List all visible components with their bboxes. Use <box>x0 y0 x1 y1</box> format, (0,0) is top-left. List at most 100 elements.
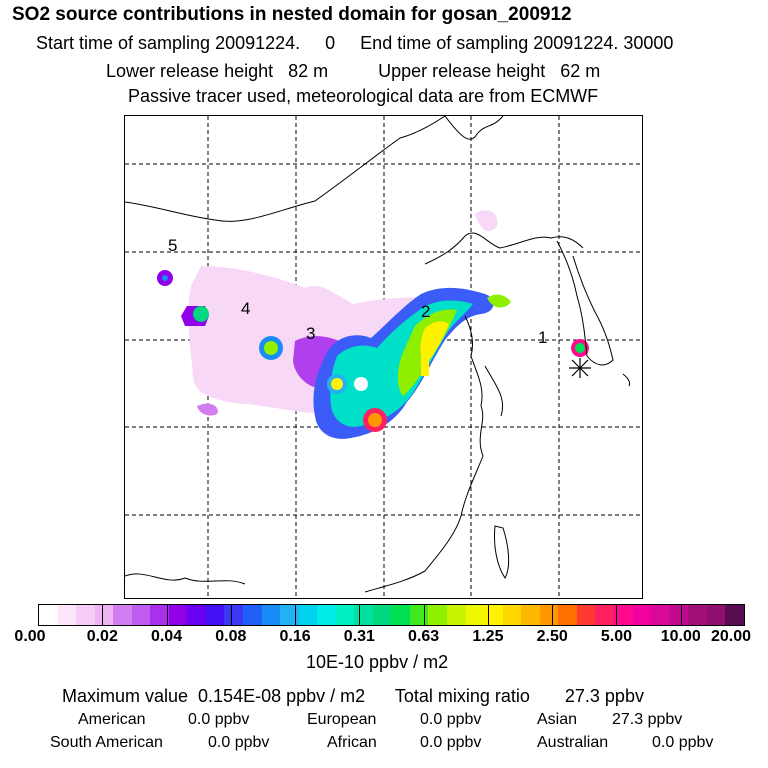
colorbar-segment <box>632 605 652 625</box>
hotspot-d <box>193 306 209 322</box>
tracer-info-line: Passive tracer used, meteorological data… <box>128 86 599 106</box>
maximum-value-line: Maximum value 0.154E-08 ppbv / m2 Total … <box>62 686 644 706</box>
colorbar-segment <box>224 605 244 625</box>
coast-japan-islet <box>622 373 631 387</box>
colorbar-segment <box>131 605 151 625</box>
region-asian-value: 27.3 ppbv <box>612 711 683 728</box>
hotspot-c <box>264 341 278 355</box>
colorbar-tick-label: 10.00 <box>660 628 701 645</box>
colorbar-segment <box>280 605 299 625</box>
colorbar-divider <box>359 604 361 626</box>
map-panel: 5 4 3 2 1 <box>124 115 643 599</box>
hotspot-e-core <box>162 275 168 281</box>
region-south-american-value: 0.0 ppbv <box>208 734 270 751</box>
colorbar-segment <box>558 605 577 625</box>
region-australian-value: 0.0 ppbv <box>652 734 714 751</box>
plume-faint-north <box>475 210 498 232</box>
colorbar-segment <box>261 605 281 625</box>
colorbar-divider <box>487 604 489 626</box>
region-label-1: 1 <box>538 328 547 347</box>
coast-korea <box>556 240 614 366</box>
colorbar-tick-label: 0.08 <box>215 628 247 645</box>
hotspot-a <box>331 378 343 390</box>
plume-yellow-strip <box>421 356 429 376</box>
colorbar-segment <box>243 605 262 625</box>
coast-taiwan <box>494 525 510 579</box>
colorbar-segment <box>39 605 58 625</box>
colorbar-segment <box>465 605 485 625</box>
colorbar-divider <box>102 604 104 626</box>
region-asian-label: Asian <box>537 711 578 728</box>
colorbar-segment <box>187 605 206 625</box>
chart-title: SO2 source contributions in nested domai… <box>12 4 572 25</box>
colorbar-segment <box>205 605 225 625</box>
border-line-ne <box>444 116 504 140</box>
colorbar-segment <box>76 605 95 625</box>
colorbar-tick-label: 0.04 <box>150 628 183 645</box>
colorbar-segment <box>298 605 318 625</box>
colorbar-segment <box>168 605 188 625</box>
colorbar-segment <box>706 605 726 625</box>
colorbar-segment <box>688 605 707 625</box>
coast-south <box>125 573 246 585</box>
region-south-american-label: South American <box>50 734 163 751</box>
border-line-north <box>125 116 446 222</box>
plume-yellow-band <box>420 321 449 366</box>
hotspot-gap <box>354 377 368 391</box>
colorbar-divider <box>616 604 618 626</box>
region-african-label: African <box>327 734 377 751</box>
colorbar-divider <box>680 604 682 626</box>
region-european-value: 0.0 ppbv <box>420 711 482 728</box>
colorbar-segment <box>502 605 522 625</box>
colorbar-ticks: 0.00 0.02 0.04 0.08 0.16 0.31 0.63 1.25 2.50 5.00… <box>0 628 768 650</box>
hotspot-b <box>368 413 382 427</box>
colorbar-segment <box>391 605 410 625</box>
colorbar-divider <box>230 604 232 626</box>
colorbar-segment <box>409 605 429 625</box>
colorbar-segment <box>317 605 336 625</box>
colorbar-segment <box>576 605 596 625</box>
colorbar-segment <box>725 605 744 625</box>
colorbar-unit-label: 10E-10 ppbv / m2 <box>306 652 449 672</box>
colorbar-segment <box>651 605 670 625</box>
colorbar-divider <box>423 604 425 626</box>
colorbar-segment <box>613 605 633 625</box>
colorbar-tick-label: 5.00 <box>600 628 633 645</box>
region-label-4: 4 <box>241 299 250 318</box>
colorbar-tick-label: 0.16 <box>279 628 311 645</box>
colorbar-segment <box>669 605 689 625</box>
map-svg: 5 4 3 2 1 <box>125 116 642 598</box>
colorbar-tick-label: 0.31 <box>343 628 375 645</box>
plume-small-west <box>197 403 218 416</box>
colorbar-segment <box>354 605 373 625</box>
colorbar-segment <box>595 605 614 625</box>
hotspot-korea <box>575 343 585 353</box>
colorbar <box>38 604 745 626</box>
colorbar-divider <box>552 604 554 626</box>
region-american-value: 0.0 ppbv <box>188 711 250 728</box>
coast-east-china <box>364 315 484 593</box>
colorbar-tick-label: 2.50 <box>536 628 568 645</box>
colorbar-segment <box>57 605 77 625</box>
region-american-label: American <box>78 711 146 728</box>
colorbar-segment <box>150 605 169 625</box>
colorbar-divider <box>295 604 297 626</box>
receptor-marker <box>569 358 591 378</box>
colorbar-tick-label: 0.63 <box>408 628 440 645</box>
colorbar-segment <box>539 605 559 625</box>
hotspot-coast <box>487 294 511 308</box>
region-australian-label: Australian <box>537 734 609 751</box>
colorbar-tick-label: 1.25 <box>472 628 504 645</box>
coast-bohai <box>424 232 584 265</box>
colorbar-segment <box>94 605 114 625</box>
region-african-value: 0.0 ppbv <box>420 734 482 751</box>
colorbar-segment <box>447 605 466 625</box>
colorbar-segment <box>428 605 448 625</box>
region-european-label: European <box>307 711 377 728</box>
region-label-2: 2 <box>421 302 430 321</box>
coastlines <box>125 116 631 593</box>
region-label-3: 3 <box>306 324 315 343</box>
colorbar-divider <box>166 604 168 626</box>
region-labels: 5 4 3 2 1 <box>168 236 547 347</box>
colorbar-segment <box>521 605 540 625</box>
